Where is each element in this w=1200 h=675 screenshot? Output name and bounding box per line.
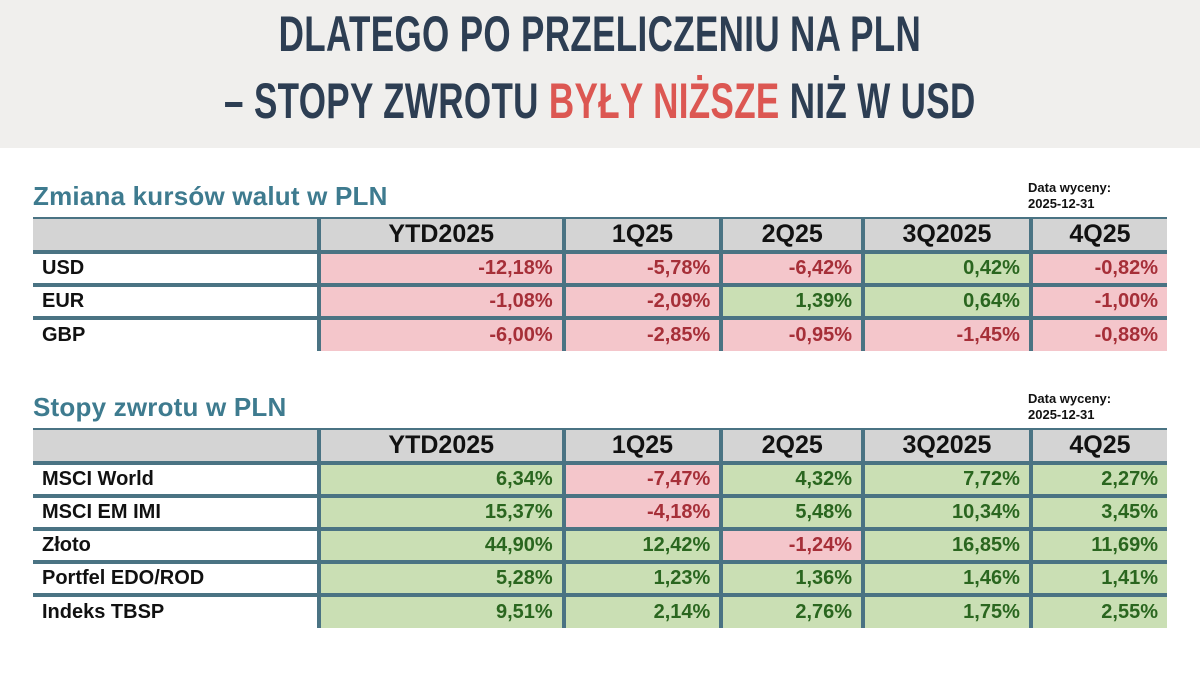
value-cell: -2,85% — [561, 316, 724, 351]
table-row: GBP -6,00% -2,85% -0,95% -1,45% -0,88% — [33, 316, 1167, 351]
value-cell: -2,09% — [561, 283, 724, 320]
currency-table-title: Zmiana kursów walut w PLN — [33, 181, 388, 211]
column-header-ytd2025: YTD2025 — [316, 428, 566, 465]
headline-line1-wrap: DLATEGO PO PRZELICZENIU NA PLN — [141, 7, 1059, 74]
value-cell: -4,18% — [561, 494, 724, 531]
headline-line1: DLATEGO PO PRZELICZENIU NA PLN — [278, 6, 922, 62]
headline-line2-prefix: – STOPY ZWROTU — [224, 73, 550, 129]
table-row: EUR -1,08% -2,09% 1,39% 0,64% -1,00% — [33, 283, 1167, 320]
headline-banner: DLATEGO PO PRZELICZENIU NA PLN – STOPY Z… — [0, 0, 1200, 148]
value-cell: 1,46% — [861, 560, 1033, 597]
table-row: USD -12,18% -5,78% -6,42% 0,42% -0,82% — [33, 250, 1167, 287]
value-cell: 6,34% — [316, 461, 566, 498]
row-label: Portfel EDO/ROD — [33, 560, 321, 597]
value-cell: 1,39% — [719, 283, 866, 320]
valuation-date: 2025-12-31 — [1028, 195, 1095, 211]
valuation-label: Data wyceny: — [1028, 391, 1112, 407]
value-cell: -12,18% — [316, 250, 566, 287]
returns-table-section: Stopy zwrotu w PLN Data wyceny: 2025-12-… — [33, 381, 1167, 628]
value-cell: 1,41% — [1028, 560, 1167, 597]
value-cell: 2,14% — [561, 593, 724, 628]
value-cell: -1,00% — [1028, 283, 1167, 320]
headline-line2-wrap: – STOPY ZWROTU BYŁY NIŻSZE NIŻ W USD — [63, 74, 1137, 141]
currency-table: YTD2025 1Q25 2Q25 3Q2025 4Q25 USD -12,18% -5,7… — [33, 217, 1167, 351]
content: Zmiana kursów walut w PLN Data wyceny: 2… — [0, 170, 1200, 628]
returns-table: YTD2025 1Q25 2Q25 3Q2025 4Q25 MSCI World 6,34… — [33, 428, 1167, 628]
returns-table-title: Stopy zwrotu w PLN — [33, 392, 287, 422]
value-cell: -6,00% — [316, 316, 566, 351]
value-cell: -0,95% — [719, 316, 866, 351]
currency-table-body: USD -12,18% -5,78% -6,42% 0,42% -0,82% EUR -1,0… — [33, 250, 1167, 351]
column-header-1q25: 1Q25 — [561, 217, 724, 254]
returns-section-head: Stopy zwrotu w PLN Data wyceny: 2025-12-… — [33, 381, 1167, 423]
column-header-2q25: 2Q25 — [719, 428, 866, 465]
row-label: MSCI World — [33, 461, 321, 498]
returns-table-head: YTD2025 1Q25 2Q25 3Q2025 4Q25 — [33, 428, 1167, 465]
value-cell: 4,32% — [719, 461, 866, 498]
value-cell: -1,45% — [861, 316, 1033, 351]
column-header-3q2025: 3Q2025 — [861, 217, 1033, 254]
value-cell: -0,88% — [1028, 316, 1167, 351]
value-cell: 15,37% — [316, 494, 566, 531]
value-cell: 5,28% — [316, 560, 566, 597]
header-row: YTD2025 1Q25 2Q25 3Q2025 4Q25 — [33, 428, 1167, 465]
table-row: Złoto 44,90% 12,42% -1,24% 16,85% 11,69% — [33, 527, 1167, 564]
value-cell: 0,64% — [861, 283, 1033, 320]
value-cell: -0,82% — [1028, 250, 1167, 287]
table-row: MSCI World 6,34% -7,47% 4,32% 7,72% 2,27% — [33, 461, 1167, 498]
value-cell: 2,76% — [719, 593, 866, 628]
valuation-block-1: Data wyceny: 2025-12-31 — [1028, 180, 1111, 211]
row-label: USD — [33, 250, 321, 287]
column-header-2q25: 2Q25 — [719, 217, 866, 254]
value-cell: 2,55% — [1028, 593, 1167, 628]
value-cell: 5,48% — [719, 494, 866, 531]
row-label-header-empty — [33, 217, 321, 254]
valuation-block-2: Data wyceny: 2025-12-31 — [1028, 391, 1111, 422]
value-cell: 9,51% — [316, 593, 566, 628]
value-cell: 12,42% — [561, 527, 724, 564]
headline-line2: – STOPY ZWROTU BYŁY NIŻSZE NIŻ W USD — [224, 74, 976, 128]
value-cell: -6,42% — [719, 250, 866, 287]
column-header-1q25: 1Q25 — [561, 428, 724, 465]
value-cell: 2,27% — [1028, 461, 1167, 498]
returns-table-body: MSCI World 6,34% -7,47% 4,32% 7,72% 2,27% MSCI… — [33, 461, 1167, 628]
value-cell: -1,08% — [316, 283, 566, 320]
headline-line2-suffix: NIŻ W USD — [779, 73, 976, 129]
value-cell: 0,42% — [861, 250, 1033, 287]
row-label-header-empty — [33, 428, 321, 465]
valuation-label: Data wyceny: — [1028, 180, 1112, 196]
currency-table-section: Zmiana kursów walut w PLN Data wyceny: 2… — [33, 170, 1167, 351]
table-row: MSCI EM IMI 15,37% -4,18% 5,48% 10,34% 3,45% — [33, 494, 1167, 531]
column-header-4q25: 4Q25 — [1028, 428, 1167, 465]
header-row: YTD2025 1Q25 2Q25 3Q2025 4Q25 — [33, 217, 1167, 254]
value-cell: 11,69% — [1028, 527, 1167, 564]
column-header-3q2025: 3Q2025 — [861, 428, 1033, 465]
value-cell: 7,72% — [861, 461, 1033, 498]
column-header-4q25: 4Q25 — [1028, 217, 1167, 254]
table-row: Portfel EDO/ROD 5,28% 1,23% 1,36% 1,46% 1,41% — [33, 560, 1167, 597]
value-cell: 16,85% — [861, 527, 1033, 564]
value-cell: -5,78% — [561, 250, 724, 287]
valuation-date: 2025-12-31 — [1028, 406, 1095, 422]
row-label: EUR — [33, 283, 321, 320]
currency-section-head: Zmiana kursów walut w PLN Data wyceny: 2… — [33, 170, 1167, 212]
column-header-ytd2025: YTD2025 — [316, 217, 566, 254]
headline-line2-highlight: BYŁY NIŻSZE — [549, 73, 780, 129]
row-label: Złoto — [33, 527, 321, 564]
value-cell: 1,23% — [561, 560, 724, 597]
row-label: MSCI EM IMI — [33, 494, 321, 531]
value-cell: -1,24% — [719, 527, 866, 564]
value-cell: -7,47% — [561, 461, 724, 498]
currency-table-head: YTD2025 1Q25 2Q25 3Q2025 4Q25 — [33, 217, 1167, 254]
value-cell: 10,34% — [861, 494, 1033, 531]
value-cell: 1,75% — [861, 593, 1033, 628]
row-label: GBP — [33, 316, 321, 351]
value-cell: 3,45% — [1028, 494, 1167, 531]
value-cell: 1,36% — [719, 560, 866, 597]
table-row: Indeks TBSP 9,51% 2,14% 2,76% 1,75% 2,55% — [33, 593, 1167, 628]
value-cell: 44,90% — [316, 527, 566, 564]
row-label: Indeks TBSP — [33, 593, 321, 628]
